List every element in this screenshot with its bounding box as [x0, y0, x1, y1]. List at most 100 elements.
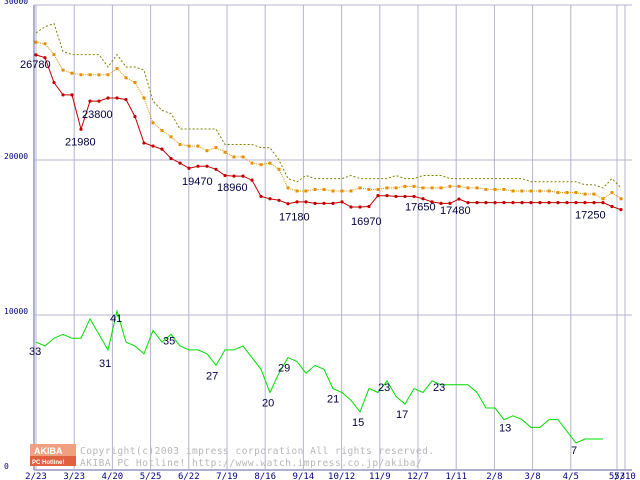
data-label: 17180	[279, 212, 310, 224]
point-marker	[610, 204, 614, 209]
point-marker	[394, 194, 398, 199]
x-tick-label: 4/5	[563, 472, 579, 480]
data-label: 18960	[217, 182, 248, 194]
data-label: 21980	[65, 136, 96, 148]
square-marker	[196, 144, 200, 148]
point-marker	[97, 99, 101, 103]
data-label: 15	[352, 417, 364, 429]
point-marker	[475, 201, 479, 205]
square-marker	[97, 73, 101, 77]
point-marker	[61, 93, 65, 97]
point-marker	[529, 201, 533, 205]
point-marker	[205, 164, 209, 168]
square-marker	[529, 189, 533, 193]
point-marker	[340, 200, 344, 204]
square-marker	[322, 187, 326, 191]
data-label: 19470	[182, 176, 213, 188]
akiba-logo-stripe	[30, 456, 76, 466]
point-marker	[88, 99, 92, 103]
square-marker	[223, 150, 227, 154]
data-label: 16970	[351, 216, 382, 228]
x-tick-label: 11/9	[369, 472, 391, 480]
square-marker	[331, 189, 335, 193]
square-marker	[502, 187, 506, 191]
data-label: 17650	[405, 201, 436, 213]
square-marker	[106, 73, 110, 77]
data-label: 21	[327, 394, 339, 406]
square-marker	[574, 191, 578, 195]
akiba-logo-text: AKIBA	[34, 446, 63, 456]
square-marker	[286, 186, 290, 190]
copyright-line: Copyright(c)2003 impress corporation All…	[80, 446, 435, 457]
square-marker	[376, 187, 380, 191]
point-marker	[124, 97, 128, 102]
x-tick-label: 12/7	[407, 472, 429, 480]
x-tick-label: 6/22	[178, 472, 200, 480]
point-marker	[277, 198, 281, 202]
data-label: 7	[571, 445, 577, 457]
data-label: 23800	[82, 109, 113, 121]
point-marker	[448, 201, 452, 205]
point-marker	[241, 174, 245, 178]
data-label: 23	[433, 382, 445, 394]
series-upper-dashed	[35, 22, 622, 189]
square-marker	[43, 42, 47, 46]
square-marker	[88, 73, 92, 77]
point-marker	[583, 201, 587, 205]
x-tick-label: 7/19	[216, 472, 238, 480]
x-tick-label: 8/16	[254, 472, 276, 480]
square-marker	[250, 161, 254, 165]
square-marker	[538, 189, 542, 193]
square-marker	[151, 121, 155, 125]
square-marker	[142, 96, 146, 100]
point-marker	[403, 194, 407, 199]
point-marker	[115, 96, 119, 100]
square-marker	[115, 67, 119, 71]
data-label: 17250	[575, 210, 606, 222]
square-marker	[493, 187, 497, 191]
series-lowest-price	[34, 53, 623, 212]
y-tick-label: 10000	[4, 307, 28, 316]
square-marker	[178, 143, 182, 146]
point-marker	[547, 201, 551, 205]
square-marker	[403, 184, 407, 188]
point-marker	[169, 156, 173, 161]
square-marker	[466, 186, 470, 190]
square-marker	[565, 191, 569, 195]
square-marker	[430, 186, 434, 190]
square-marker	[187, 144, 191, 148]
point-marker	[592, 201, 596, 205]
point-marker	[520, 201, 524, 205]
square-marker	[358, 186, 362, 190]
square-marker	[349, 189, 353, 193]
square-marker	[592, 192, 596, 196]
middle-square-markers-line	[35, 41, 622, 200]
data-label: 27	[206, 370, 218, 382]
data-label: 17	[396, 409, 408, 421]
square-marker	[34, 40, 38, 44]
shop-count-line	[35, 309, 603, 444]
data-label: 35	[163, 335, 175, 347]
x-tick-label: 4/20	[102, 472, 124, 480]
square-marker	[313, 187, 317, 191]
square-marker	[511, 189, 515, 193]
x-tick-label: 1/11	[445, 472, 467, 480]
point-marker	[268, 197, 272, 201]
point-marker	[556, 201, 560, 205]
point-marker	[196, 164, 200, 168]
point-marker	[151, 144, 155, 148]
square-marker	[385, 186, 389, 190]
data-label: 23	[378, 382, 390, 394]
square-marker	[448, 184, 452, 188]
point-marker	[385, 194, 389, 198]
point-marker	[142, 141, 146, 145]
point-marker	[52, 80, 56, 85]
point-marker	[214, 167, 218, 171]
square-marker	[394, 186, 398, 190]
point-marker	[601, 201, 605, 205]
square-marker	[556, 191, 560, 195]
data-label: 33	[29, 346, 41, 358]
upper-dashed-line	[35, 22, 622, 189]
point-marker	[259, 194, 263, 199]
point-marker	[286, 202, 290, 206]
